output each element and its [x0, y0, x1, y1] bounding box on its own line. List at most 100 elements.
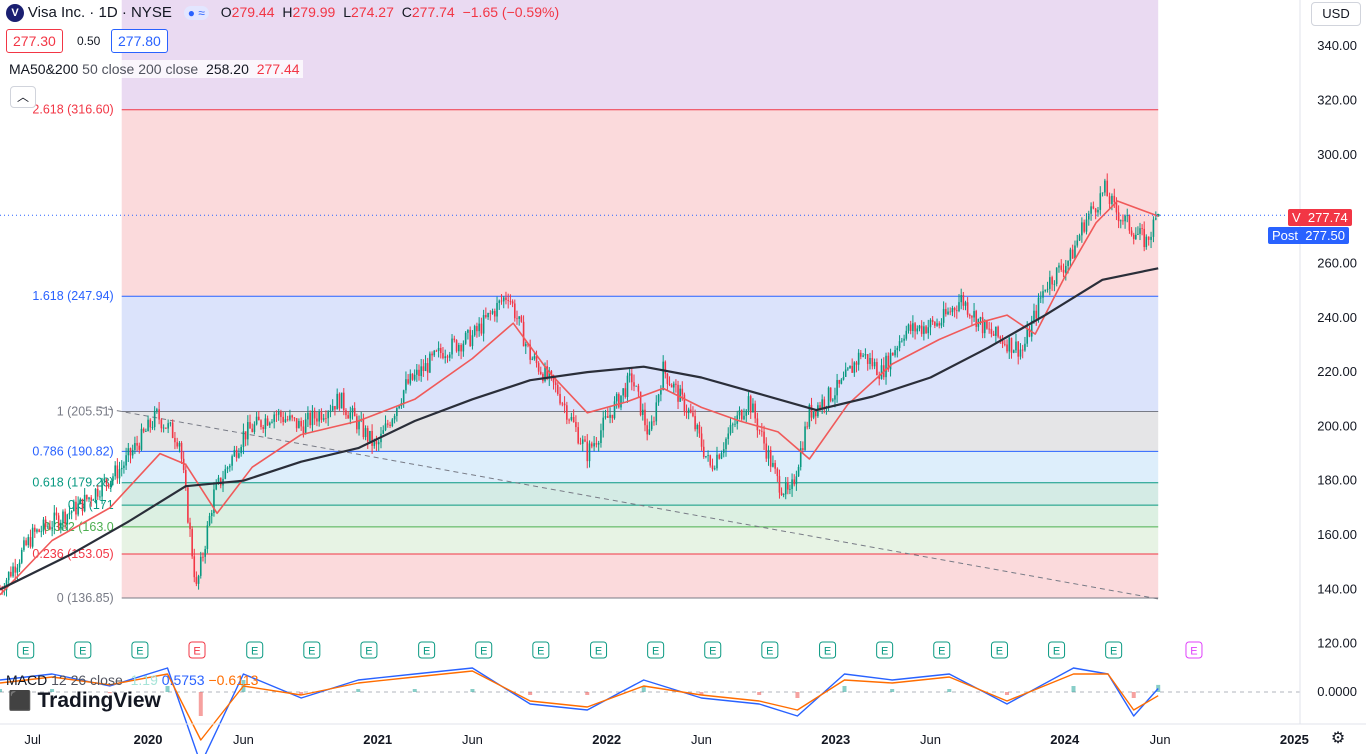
- candle-body: [840, 379, 843, 384]
- currency-selector[interactable]: USD: [1311, 2, 1361, 26]
- tradingview-logo-icon: ⬛: [8, 691, 32, 712]
- candle-body: [7, 571, 10, 581]
- candle-body: [577, 427, 579, 444]
- earnings-badge: [1048, 641, 1066, 659]
- candle-body: [478, 323, 480, 332]
- earnings-label: E: [709, 646, 716, 658]
- settings-gear-icon[interactable]: ⚙: [1330, 730, 1346, 747]
- candle-body: [552, 375, 555, 383]
- candle-body: [894, 350, 896, 356]
- candle-body: [358, 420, 360, 430]
- candle-body: [29, 537, 32, 547]
- candle-body: [655, 402, 658, 422]
- spread-value: 0.50: [77, 34, 101, 48]
- candle-body: [1062, 269, 1065, 273]
- candle-body: [572, 416, 575, 423]
- candle-body: [49, 526, 51, 530]
- earnings-label: E: [423, 646, 430, 658]
- candle-body: [42, 519, 45, 532]
- candle-body: [747, 396, 750, 411]
- candle-body: [1119, 220, 1122, 222]
- candle-body: [33, 527, 36, 532]
- candle-body: [282, 416, 284, 423]
- collapse-legend-icon[interactable]: ︿: [10, 86, 36, 108]
- candle-body: [51, 527, 53, 530]
- macd-histogram-bar: [470, 689, 475, 692]
- candle-body: [729, 424, 732, 434]
- candle-body: [398, 406, 400, 408]
- earnings-badge: [131, 641, 149, 659]
- candle-body: [646, 425, 648, 435]
- y-tick-label: 140.00: [1317, 581, 1357, 596]
- candle-body: [138, 445, 141, 450]
- candle-body: [291, 415, 293, 418]
- candle-body: [448, 354, 451, 358]
- earnings-badge: [1105, 641, 1123, 659]
- x-tick-label: 2024: [1050, 732, 1080, 747]
- candle-body: [802, 448, 804, 450]
- candle-body: [851, 365, 853, 373]
- earnings-badge: [761, 641, 779, 659]
- candle-body: [929, 319, 932, 328]
- macd-legend[interactable]: MACD 12 26 close 1.19 0.5753 −0.6113: [6, 672, 258, 688]
- candle-body: [885, 355, 887, 378]
- candle-body: [131, 449, 134, 456]
- candle-body: [1, 589, 3, 591]
- candle-body: [681, 388, 684, 395]
- tradingview-logo[interactable]: ⬛ TradingView: [8, 689, 161, 713]
- candle-body: [666, 373, 669, 384]
- candle-body: [975, 311, 978, 327]
- sell-price-button[interactable]: 277.30: [6, 29, 63, 53]
- buy-price-button[interactable]: 277.80: [111, 29, 168, 53]
- earnings-label: E: [480, 646, 487, 658]
- candle-body: [876, 362, 878, 376]
- candle-body: [75, 501, 77, 515]
- candle-body: [487, 312, 489, 318]
- candle-body: [749, 396, 752, 413]
- candle-body: [857, 352, 860, 365]
- candle-body: [559, 393, 561, 404]
- earnings-badge: [17, 641, 35, 659]
- candle-body: [869, 357, 871, 364]
- candle-body: [73, 501, 75, 512]
- candle-body: [249, 422, 251, 429]
- candle-body: [498, 300, 501, 303]
- candle-body: [1078, 235, 1081, 241]
- candle-body: [444, 356, 447, 359]
- candle-body: [990, 328, 993, 334]
- candle-body: [347, 415, 349, 419]
- candle-body: [774, 462, 776, 469]
- candle-body: [105, 479, 108, 484]
- candle-body: [722, 449, 725, 454]
- earnings-marker: E: [246, 641, 264, 659]
- candle-body: [812, 411, 815, 418]
- compare-toggle-icon[interactable]: ● ≈: [183, 6, 209, 20]
- symbol-title[interactable]: Visa Inc. · 1D · NYSE: [27, 4, 172, 21]
- earnings-badge: [933, 641, 951, 659]
- candle-body: [1012, 350, 1015, 353]
- candle-body: [1143, 228, 1145, 248]
- candle-body: [340, 392, 343, 409]
- macd-tick-label: 0.0000: [1317, 684, 1357, 699]
- candle-body: [1019, 349, 1022, 357]
- earnings-label: E: [881, 646, 888, 658]
- candle-body: [509, 300, 512, 302]
- ma-legend[interactable]: MA50&200 50 close 200 close 258.20 277.4…: [6, 60, 303, 78]
- candle-body: [1001, 338, 1004, 344]
- candle-body: [903, 338, 905, 341]
- candle-body: [613, 401, 616, 419]
- candle-body: [413, 374, 416, 380]
- candle-body: [184, 469, 187, 488]
- candle-body: [116, 465, 119, 479]
- candle-body: [322, 418, 325, 420]
- macd-histogram-bar: [1156, 684, 1161, 692]
- candle-body: [101, 480, 103, 497]
- candle-body: [986, 320, 988, 329]
- candle-body: [353, 407, 356, 417]
- candle-body: [734, 423, 736, 425]
- candle-body: [437, 347, 440, 351]
- candle-body: [55, 512, 58, 516]
- candle-body: [266, 418, 269, 426]
- candle-body: [507, 299, 510, 301]
